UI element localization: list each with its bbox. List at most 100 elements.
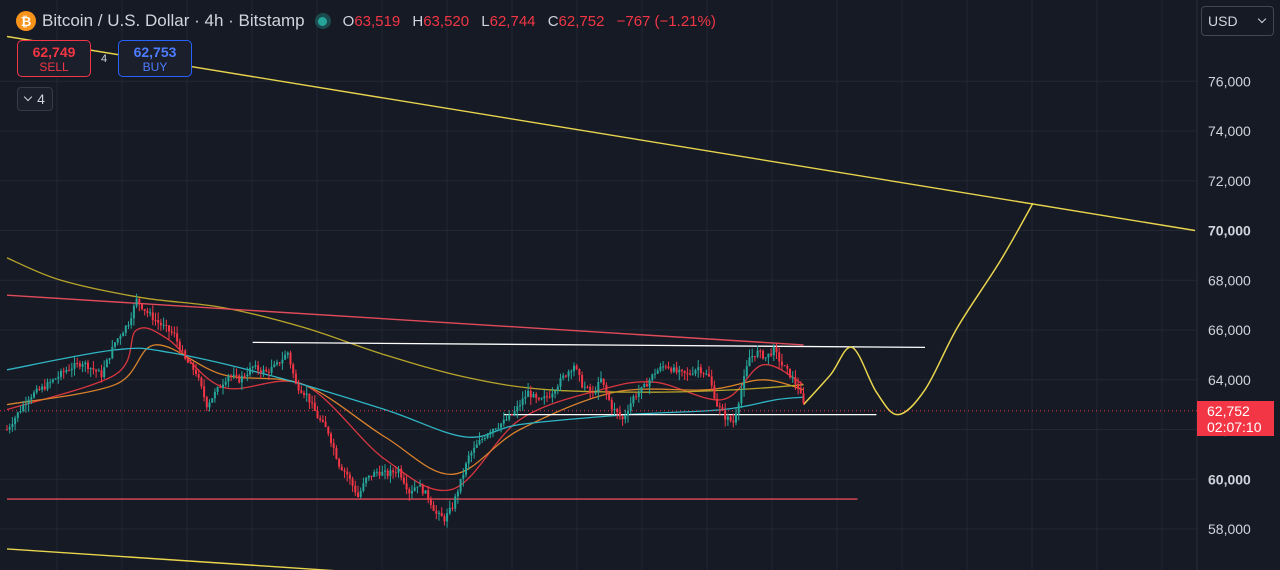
candle-countdown: 02:07:10: [1207, 418, 1262, 435]
candle: [16, 411, 19, 422]
candle: [303, 390, 305, 399]
candle: [473, 441, 476, 459]
candle: [170, 326, 173, 336]
candle: [664, 364, 667, 370]
candle-body: [516, 406, 519, 412]
candle-body: [602, 378, 605, 385]
candle: [780, 353, 783, 370]
candle-body: [424, 490, 427, 494]
lower-trendline[interactable]: [6, 548, 493, 570]
candle: [635, 392, 638, 401]
candle: [505, 414, 508, 422]
candle-body: [529, 390, 532, 398]
candle: [778, 347, 781, 370]
candle: [100, 364, 103, 383]
candle: [751, 348, 754, 363]
candle-body: [548, 396, 551, 398]
candle: [122, 331, 125, 337]
candle: [348, 471, 351, 485]
candle-body: [70, 368, 73, 371]
candle-body: [346, 471, 349, 475]
candle-body: [303, 392, 305, 395]
range-high-line[interactable]: [252, 341, 926, 349]
candle-body: [416, 486, 419, 488]
candle-body: [632, 396, 635, 404]
candle: [508, 410, 511, 422]
candle-body: [716, 398, 719, 407]
candle-body: [205, 397, 208, 408]
candle-body: [573, 365, 575, 372]
candle: [405, 475, 408, 495]
candle: [305, 385, 308, 402]
candle: [535, 391, 538, 404]
candle-body: [645, 384, 648, 387]
indicators-toggle-button[interactable]: 4: [17, 87, 53, 111]
candle-body: [643, 384, 646, 387]
candle-body: [354, 485, 357, 493]
candle-body: [141, 304, 143, 310]
candle-body: [181, 350, 184, 352]
candle: [724, 403, 727, 427]
candle: [278, 361, 281, 367]
candle-body: [235, 374, 238, 376]
candle: [33, 390, 35, 399]
candle: [232, 367, 235, 380]
candle: [19, 405, 22, 414]
candle-body: [405, 483, 408, 490]
candle-body: [454, 496, 457, 509]
candle-body: [281, 359, 284, 364]
candle: [213, 388, 216, 403]
candle-body: [648, 379, 651, 387]
candle: [702, 371, 705, 378]
candle-body: [770, 353, 773, 356]
candle-body: [6, 429, 8, 431]
candle-body: [92, 368, 95, 370]
candle-body: [35, 388, 38, 393]
moving-averages: [6, 257, 804, 492]
candle: [68, 364, 71, 372]
candle: [97, 368, 100, 372]
candle-body: [294, 373, 297, 384]
candle-body: [208, 402, 211, 408]
candle-body: [686, 373, 689, 375]
sell-button[interactable]: 62,749 SELL: [17, 40, 91, 77]
buy-price: 62,753: [133, 43, 177, 60]
price-tick-label: 58,000: [1208, 521, 1251, 537]
candle-body: [435, 510, 438, 514]
candle: [486, 432, 489, 440]
candle-body: [713, 385, 716, 399]
currency-value: USD: [1208, 13, 1238, 29]
candle: [157, 312, 160, 330]
candle: [35, 385, 38, 395]
candle: [597, 376, 600, 401]
candle: [270, 359, 273, 377]
candle: [30, 394, 33, 404]
candle: [332, 438, 335, 456]
candle-body: [448, 507, 451, 514]
candle-body: [772, 346, 775, 356]
candle: [448, 500, 451, 516]
candle-body: [789, 368, 791, 378]
candle: [367, 475, 370, 481]
currency-select[interactable]: USD: [1201, 6, 1274, 36]
symbol-title[interactable]: Bitcoin / U.S. Dollar · 4h · Bitstamp: [42, 11, 305, 30]
candle: [138, 298, 141, 312]
candle: [797, 377, 800, 395]
price-tick-label: 66,000: [1208, 322, 1251, 338]
candle: [427, 485, 430, 504]
price-tick-label: 76,000: [1208, 73, 1251, 89]
candle: [419, 479, 422, 487]
high-label: H: [412, 12, 424, 30]
candle-body: [324, 421, 327, 428]
candle: [313, 395, 316, 412]
candle: [519, 399, 521, 411]
candle: [413, 480, 416, 492]
candle: [392, 467, 395, 479]
candle: [411, 485, 413, 499]
buy-button[interactable]: 62,753 BUY: [118, 40, 192, 77]
projection-path[interactable]: [802, 202, 1034, 416]
descending-trendline[interactable]: [6, 35, 1196, 232]
candle: [22, 400, 25, 413]
candle-body: [721, 407, 724, 411]
